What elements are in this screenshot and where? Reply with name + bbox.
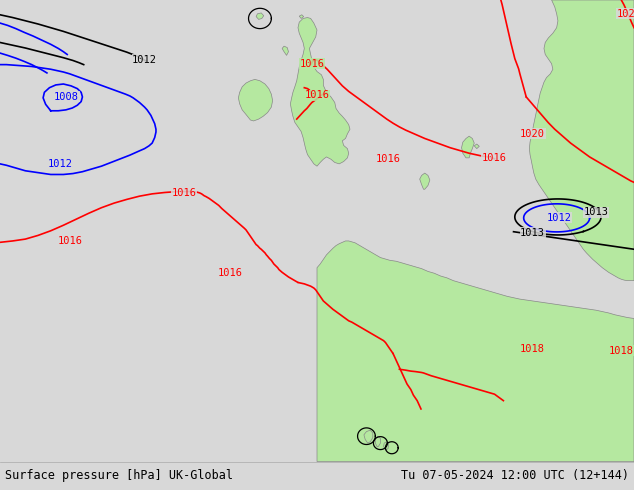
Text: 1020: 1020: [520, 129, 545, 139]
Polygon shape: [282, 46, 288, 55]
Text: 1018: 1018: [520, 344, 545, 354]
Polygon shape: [364, 430, 373, 443]
Text: 1012: 1012: [132, 55, 157, 65]
Text: 1024: 1024: [616, 9, 634, 19]
Text: 1013: 1013: [583, 207, 609, 218]
Text: 1016: 1016: [57, 236, 82, 246]
Polygon shape: [299, 15, 304, 19]
Polygon shape: [462, 136, 474, 158]
Text: 1008: 1008: [54, 92, 79, 102]
Polygon shape: [256, 13, 264, 20]
Text: Tu 07-05-2024 12:00 UTC (12+144): Tu 07-05-2024 12:00 UTC (12+144): [401, 469, 629, 482]
Polygon shape: [317, 241, 634, 462]
Polygon shape: [384, 441, 389, 450]
Polygon shape: [474, 144, 479, 148]
Text: 1013: 1013: [520, 228, 545, 238]
Text: 1016: 1016: [482, 153, 507, 163]
Text: 1016: 1016: [217, 268, 243, 278]
Polygon shape: [375, 436, 380, 447]
Text: Surface pressure [hPa] UK-Global: Surface pressure [hPa] UK-Global: [5, 469, 233, 482]
Polygon shape: [529, 0, 634, 281]
Polygon shape: [420, 173, 430, 189]
Text: 1016: 1016: [171, 188, 197, 198]
Text: 1018: 1018: [609, 346, 634, 356]
Text: 1016: 1016: [299, 59, 325, 69]
Text: 1012: 1012: [48, 159, 73, 169]
Text: 1012: 1012: [547, 213, 572, 223]
Polygon shape: [238, 79, 273, 121]
Text: 1016: 1016: [304, 90, 330, 100]
Polygon shape: [290, 18, 350, 166]
Text: 1016: 1016: [375, 154, 401, 164]
